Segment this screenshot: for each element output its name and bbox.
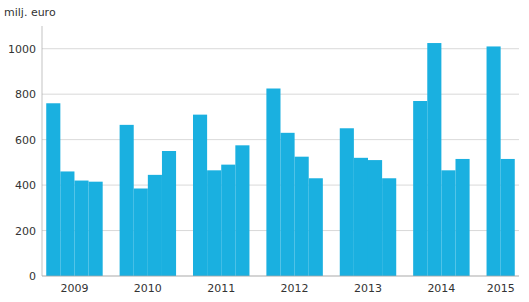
bar bbox=[193, 115, 207, 276]
y-tick-label: 400 bbox=[15, 179, 36, 192]
x-tick-label: 2009 bbox=[60, 282, 88, 295]
x-tick-label: 2014 bbox=[427, 282, 455, 295]
grid bbox=[42, 49, 519, 276]
bar bbox=[134, 189, 148, 277]
bar bbox=[340, 128, 354, 276]
bar bbox=[74, 181, 88, 276]
y-axis-line bbox=[42, 26, 43, 276]
chart-container: 0 200 400 600 800 1000 2009 2010 2011 2012 2013 201… bbox=[0, 0, 529, 302]
bar bbox=[162, 151, 176, 276]
x-tick-label: 2011 bbox=[207, 282, 235, 295]
bar bbox=[455, 159, 469, 276]
bar bbox=[207, 170, 221, 276]
bar bbox=[60, 171, 74, 276]
bar bbox=[354, 158, 368, 276]
bar bbox=[413, 101, 427, 276]
y-tick-label: 600 bbox=[15, 134, 36, 147]
x-tick-label: 2015 bbox=[487, 282, 515, 295]
y-tick-label: 1000 bbox=[8, 43, 36, 56]
y-tick-label: 800 bbox=[15, 88, 36, 101]
bar bbox=[382, 178, 396, 276]
bar bbox=[266, 89, 280, 277]
y-axis-label: milj. euro bbox=[4, 6, 56, 19]
bar bbox=[235, 145, 249, 276]
grid-line bbox=[42, 276, 519, 277]
bar bbox=[309, 178, 323, 276]
y-tick-label: 200 bbox=[15, 225, 36, 238]
bar bbox=[281, 133, 295, 276]
bar bbox=[368, 160, 382, 276]
x-tick-label: 2012 bbox=[281, 282, 309, 295]
bar bbox=[120, 125, 134, 276]
bars bbox=[46, 43, 515, 276]
bar bbox=[487, 46, 501, 276]
bar bbox=[148, 175, 162, 276]
bar bbox=[295, 157, 309, 276]
bar bbox=[46, 103, 60, 276]
bar bbox=[221, 165, 235, 276]
bar bbox=[427, 43, 441, 276]
x-tick-label: 2010 bbox=[134, 282, 162, 295]
x-tick-label: 2013 bbox=[354, 282, 382, 295]
bar bbox=[89, 182, 103, 276]
bar bbox=[501, 159, 515, 276]
grid-line bbox=[42, 48, 519, 49]
x-axis-line bbox=[42, 276, 519, 277]
bar bbox=[441, 170, 455, 276]
chart: 0 200 400 600 800 1000 2009 2010 2011 2012 2013 201… bbox=[0, 0, 529, 302]
y-tick-label: 0 bbox=[29, 270, 36, 283]
